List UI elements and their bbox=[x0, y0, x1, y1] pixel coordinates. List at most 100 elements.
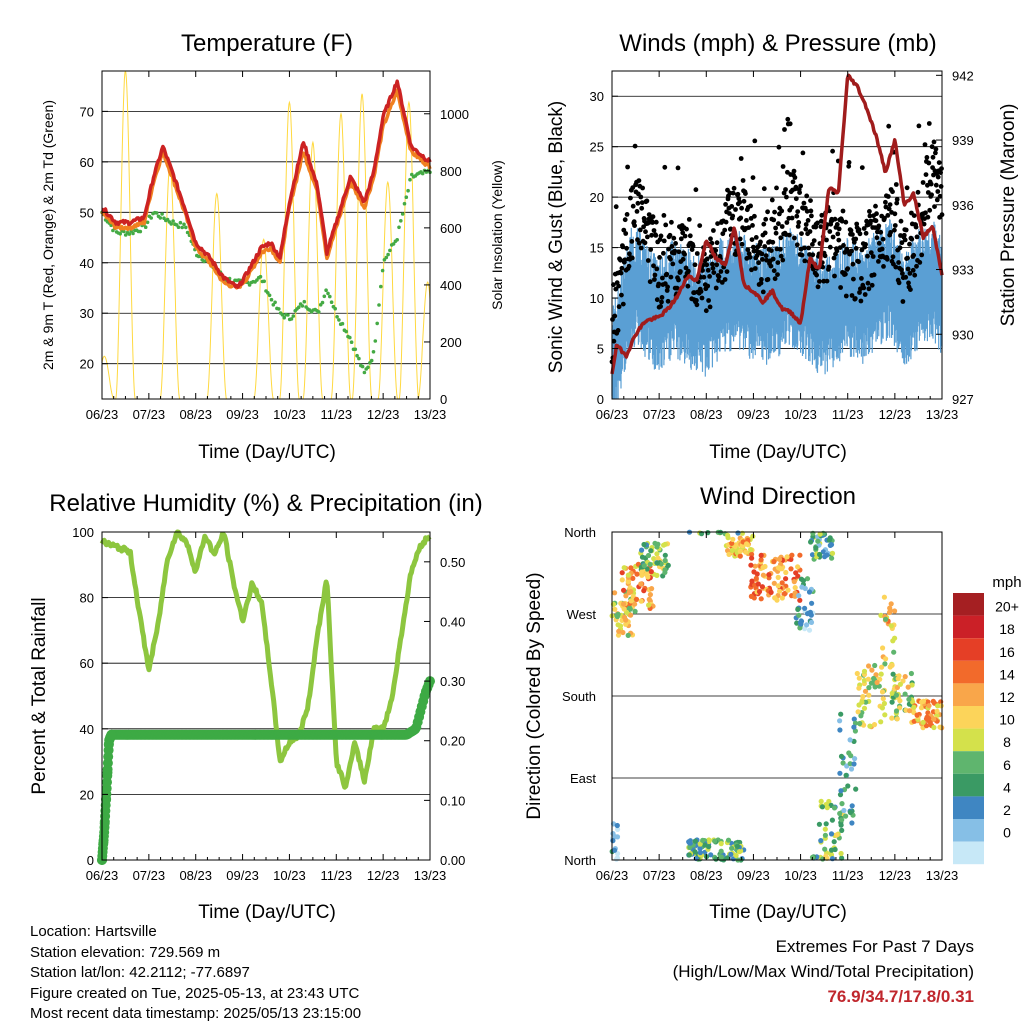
direction-point bbox=[654, 560, 661, 566]
speed-legend-title: mph bbox=[992, 574, 1021, 591]
latlon-text: Station lat/lon: 42.2112; -77.6897 bbox=[30, 964, 250, 981]
speed-legend-label: 0 bbox=[1003, 825, 1011, 841]
dewpoint-point bbox=[185, 230, 190, 235]
direction-point bbox=[888, 623, 894, 629]
direction-point bbox=[760, 572, 767, 578]
gust-point bbox=[803, 226, 809, 232]
gust-point bbox=[718, 269, 724, 274]
gust-point bbox=[933, 150, 938, 156]
direction-point bbox=[615, 826, 621, 833]
gust-point bbox=[694, 251, 700, 256]
direction-point bbox=[795, 573, 801, 579]
direction-point bbox=[729, 845, 735, 851]
gust-point bbox=[634, 209, 640, 214]
humidity-axes: 0 20 40 60 80 100 0.00 0.10 0.20 0.30 0.40 0.50 06/2… bbox=[72, 525, 465, 883]
direction-point bbox=[623, 617, 629, 623]
direction-point bbox=[641, 541, 647, 548]
dewpoint-point bbox=[182, 222, 186, 227]
dewpoint-point bbox=[178, 220, 183, 225]
gust-point bbox=[749, 267, 754, 273]
gust-point bbox=[698, 289, 704, 294]
gust-point bbox=[758, 239, 763, 245]
gust-point bbox=[760, 257, 765, 262]
direction-point bbox=[804, 622, 810, 628]
gust-point bbox=[664, 288, 670, 293]
gust-point bbox=[643, 229, 648, 235]
gust-point bbox=[782, 127, 787, 132]
gust-point bbox=[651, 263, 656, 269]
direction-point bbox=[639, 547, 645, 553]
gust-point bbox=[857, 290, 862, 295]
direction-point bbox=[798, 621, 804, 627]
gust-point bbox=[628, 195, 633, 201]
temperature-title: Temperature (F) bbox=[181, 30, 353, 57]
gust-point bbox=[882, 215, 887, 221]
direction-point bbox=[792, 585, 798, 591]
direction-point bbox=[729, 540, 735, 546]
gust-point bbox=[661, 213, 667, 218]
gust-point bbox=[714, 240, 720, 246]
gust-point bbox=[807, 229, 813, 234]
direction-ylabel: Direction (Colored By Speed) bbox=[524, 572, 545, 819]
direction-point bbox=[827, 542, 833, 549]
gust-point bbox=[654, 266, 660, 272]
gust-point bbox=[749, 237, 755, 243]
gust-point bbox=[748, 203, 753, 209]
gust-point bbox=[892, 223, 898, 228]
direction-point bbox=[840, 760, 846, 766]
direction-point bbox=[735, 530, 741, 536]
gust-point bbox=[613, 204, 619, 210]
dewpoint-point bbox=[360, 364, 365, 369]
direction-point bbox=[734, 843, 741, 849]
gust-point bbox=[796, 220, 802, 225]
direction-point bbox=[781, 591, 787, 597]
direction-point bbox=[861, 705, 868, 711]
gust-point bbox=[836, 226, 842, 232]
gust-point bbox=[848, 228, 854, 233]
gust-point bbox=[792, 175, 798, 180]
direction-point bbox=[893, 692, 900, 698]
gust-point bbox=[832, 216, 838, 222]
direction-point bbox=[931, 724, 937, 731]
gust-point bbox=[893, 264, 899, 270]
direction-point bbox=[796, 593, 802, 599]
direction-point bbox=[638, 598, 644, 604]
direction-point bbox=[799, 584, 805, 590]
humidity-panel: Relative Humidity (%) & Precipitation (i… bbox=[29, 490, 483, 923]
humidity-xtick-label: 10/23 bbox=[273, 868, 306, 883]
gust-point bbox=[675, 165, 681, 171]
gust-point bbox=[645, 258, 651, 263]
gust-point bbox=[929, 144, 935, 150]
direction-point bbox=[894, 716, 900, 722]
gust-point bbox=[789, 215, 795, 221]
humidity-xtick-label: 11/23 bbox=[320, 868, 352, 883]
gust-point bbox=[653, 219, 659, 225]
gust-point bbox=[907, 241, 912, 247]
direction-point bbox=[775, 583, 781, 589]
direction-point bbox=[837, 792, 844, 798]
dewpoint-point bbox=[329, 300, 334, 305]
gust-point bbox=[794, 213, 800, 219]
gust-point bbox=[652, 272, 658, 278]
direction-point bbox=[883, 616, 889, 622]
gust-point bbox=[611, 338, 617, 344]
direction-point bbox=[806, 589, 813, 595]
dewpoint-point bbox=[406, 188, 410, 193]
gust-point bbox=[799, 252, 805, 258]
gust-point bbox=[818, 224, 824, 230]
gust-point bbox=[665, 284, 670, 290]
winds-ytick-label: 10 bbox=[590, 291, 604, 306]
direction-point bbox=[802, 605, 808, 611]
gust-point bbox=[765, 209, 770, 215]
direction-point bbox=[756, 589, 763, 595]
direction-point bbox=[880, 645, 886, 651]
winds-xtick-label: 09/23 bbox=[737, 407, 770, 422]
dewpoint-point bbox=[176, 225, 181, 229]
direction-point bbox=[755, 581, 761, 587]
gust-point bbox=[793, 196, 799, 202]
direction-point bbox=[854, 670, 860, 677]
gust-point bbox=[686, 268, 691, 274]
direction-point bbox=[819, 804, 826, 810]
direction-point bbox=[687, 840, 693, 846]
direction-point bbox=[775, 574, 781, 581]
